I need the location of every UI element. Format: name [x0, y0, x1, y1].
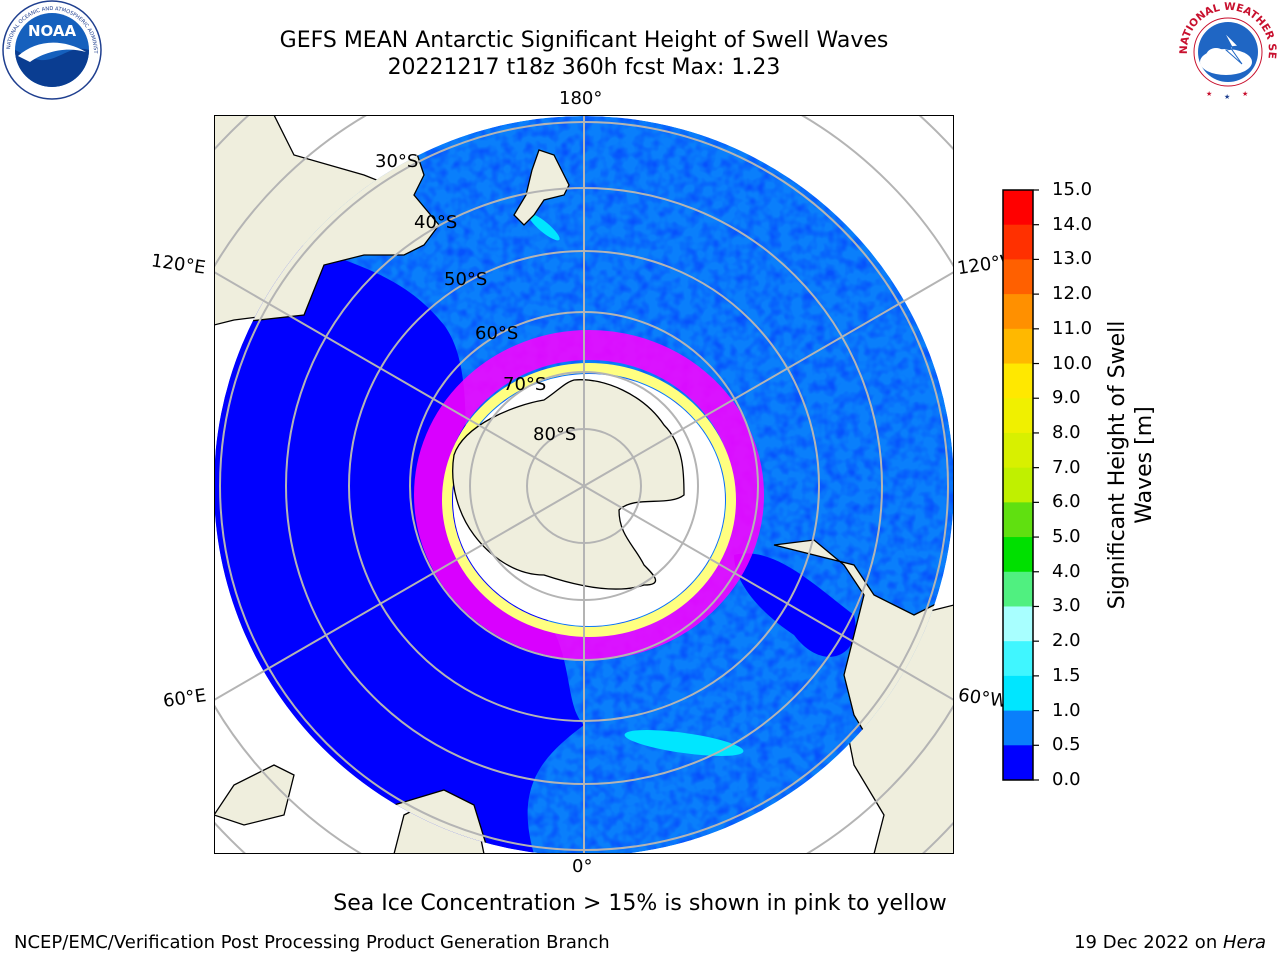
- lat-label-80S: 80°S: [533, 424, 577, 445]
- colorbar-bin: [1003, 537, 1033, 573]
- star-icon: ★: [1224, 93, 1230, 100]
- lat-label-60S: 60°S: [475, 323, 519, 344]
- colorbar-tick-label: 4.0: [1052, 560, 1081, 582]
- lat-label-50S: 50°S: [444, 269, 488, 290]
- lon-label-180: 180°: [559, 88, 603, 109]
- colorbar-bin: [1003, 363, 1033, 399]
- run-date: 19 Dec 2022 on Hera: [1074, 932, 1266, 953]
- colorbar-bin: [1003, 190, 1033, 226]
- colorbar-tick-label: 6.0: [1052, 491, 1081, 513]
- host-name: Hera: [1222, 932, 1266, 953]
- noaa-logo: NOAA NATIONAL OCEANIC AND ATMOSPHERIC AD…: [0, 0, 102, 100]
- chart-title: GEFS MEAN Antarctic Significant Height o…: [279, 28, 889, 53]
- colorbar-tick-label: 8.0: [1052, 421, 1081, 443]
- sea-ice-note: Sea Ice Concentration > 15% is shown in …: [333, 891, 947, 916]
- nws-logo: NATIONAL WEATHER SERVICE ★ ★ ★: [1176, 0, 1278, 100]
- colorbar-bin: [1003, 398, 1033, 434]
- lat-label-40S: 40°S: [414, 212, 458, 233]
- colorbar: [1002, 189, 1039, 781]
- lat-label-30S: 30°S: [375, 151, 419, 172]
- colorbar-label: Significant Height of Swell Waves [m]: [1105, 320, 1157, 610]
- colorbar-bin: [1003, 745, 1033, 781]
- colorbar-tick-label: 7.0: [1052, 456, 1081, 478]
- lon-label-60E: 60°E: [161, 685, 208, 712]
- colorbar-tick-label: 0.0: [1052, 769, 1081, 790]
- colorbar-bin: [1003, 467, 1033, 503]
- colorbar-tick-label: 9.0: [1052, 387, 1081, 409]
- longitude-grid: [263, 116, 905, 854]
- colorbar-bin: [1003, 502, 1033, 538]
- polar-map: [214, 115, 954, 854]
- colorbar-tick-label: 1.5: [1052, 664, 1081, 686]
- star-icon: ★: [1242, 90, 1248, 98]
- colorbar-bin: [1003, 224, 1033, 260]
- credit-text: NCEP/EMC/Verification Post Processing Pr…: [14, 932, 610, 953]
- star-icon: ★: [1206, 90, 1212, 98]
- chart-subtitle: 20221217 t18z 360h fcst Max: 1.23: [387, 55, 781, 80]
- colorbar-tick-label: 12.0: [1052, 283, 1093, 305]
- colorbar-bin: [1003, 641, 1033, 677]
- colorbar-tick-label: 13.0: [1052, 248, 1093, 270]
- colorbar-tick-label: 2.0: [1052, 630, 1081, 652]
- colorbar-bin: [1003, 259, 1033, 295]
- colorbar-bin: [1003, 606, 1033, 642]
- lon-label-120E: 120°E: [149, 250, 207, 279]
- colorbar-bin: [1003, 432, 1033, 469]
- colorbar-bin: [1003, 328, 1033, 365]
- colorbar-bin: [1003, 675, 1033, 712]
- colorbar-bin: [1003, 294, 1033, 330]
- colorbar-tick-label: 3.0: [1052, 595, 1081, 617]
- colorbar-tick-label: 10.0: [1052, 352, 1093, 374]
- colorbar-bin: [1003, 710, 1033, 746]
- colorbar-tick-label: 1.0: [1052, 699, 1081, 721]
- colorbar-tick-label: 0.5: [1052, 734, 1081, 756]
- colorbar-tick-label: 14.0: [1052, 213, 1093, 235]
- colorbar-tick-label: 5.0: [1052, 526, 1081, 548]
- colorbar-tick-label: 11.0: [1052, 317, 1093, 339]
- noaa-logo-text: NOAA: [28, 22, 77, 40]
- colorbar-bin: [1003, 571, 1033, 607]
- lat-label-70S: 70°S: [503, 374, 547, 395]
- colorbar-tick-label: 15.0: [1052, 179, 1093, 200]
- lon-label-0: 0°: [572, 856, 593, 877]
